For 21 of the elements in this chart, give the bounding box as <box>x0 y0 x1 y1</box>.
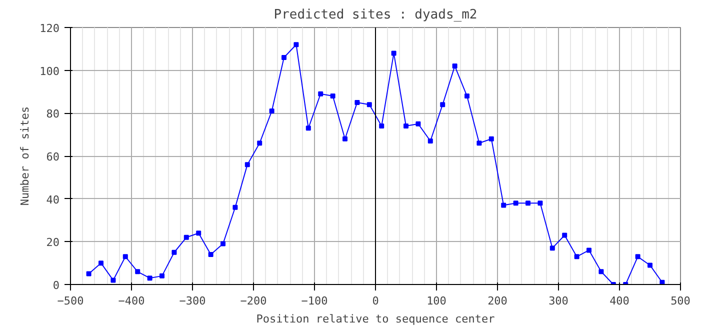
x-tick-label: −500 <box>57 294 84 308</box>
y-tick-label: 40 <box>46 193 60 206</box>
y-tick-label: 20 <box>46 236 60 250</box>
x-tick-label: 200 <box>488 294 508 308</box>
x-tick-label: 400 <box>610 294 630 308</box>
x-tick-label: 500 <box>670 294 690 308</box>
y-tick-label: 0 <box>52 279 60 292</box>
y-axis-title: Number of sites <box>18 106 32 206</box>
y-tick-label: 120 <box>40 22 60 35</box>
x-tick-label: −100 <box>301 294 328 308</box>
x-tick-label: 0 <box>372 294 379 308</box>
y-tick-label: 60 <box>46 150 60 164</box>
x-tick-label: −200 <box>240 294 267 308</box>
y-tick-label: 80 <box>46 108 60 121</box>
chart-title: Predicted sites : dyads_m2 <box>274 8 478 22</box>
x-axis-title: Position relative to sequence center <box>256 312 496 326</box>
x-tick-label: 300 <box>548 294 568 308</box>
y-tick-label: 100 <box>40 64 60 78</box>
x-tick-label: −400 <box>118 294 145 308</box>
x-tick-label: 100 <box>426 294 446 308</box>
x-tick-label: −300 <box>179 294 206 308</box>
